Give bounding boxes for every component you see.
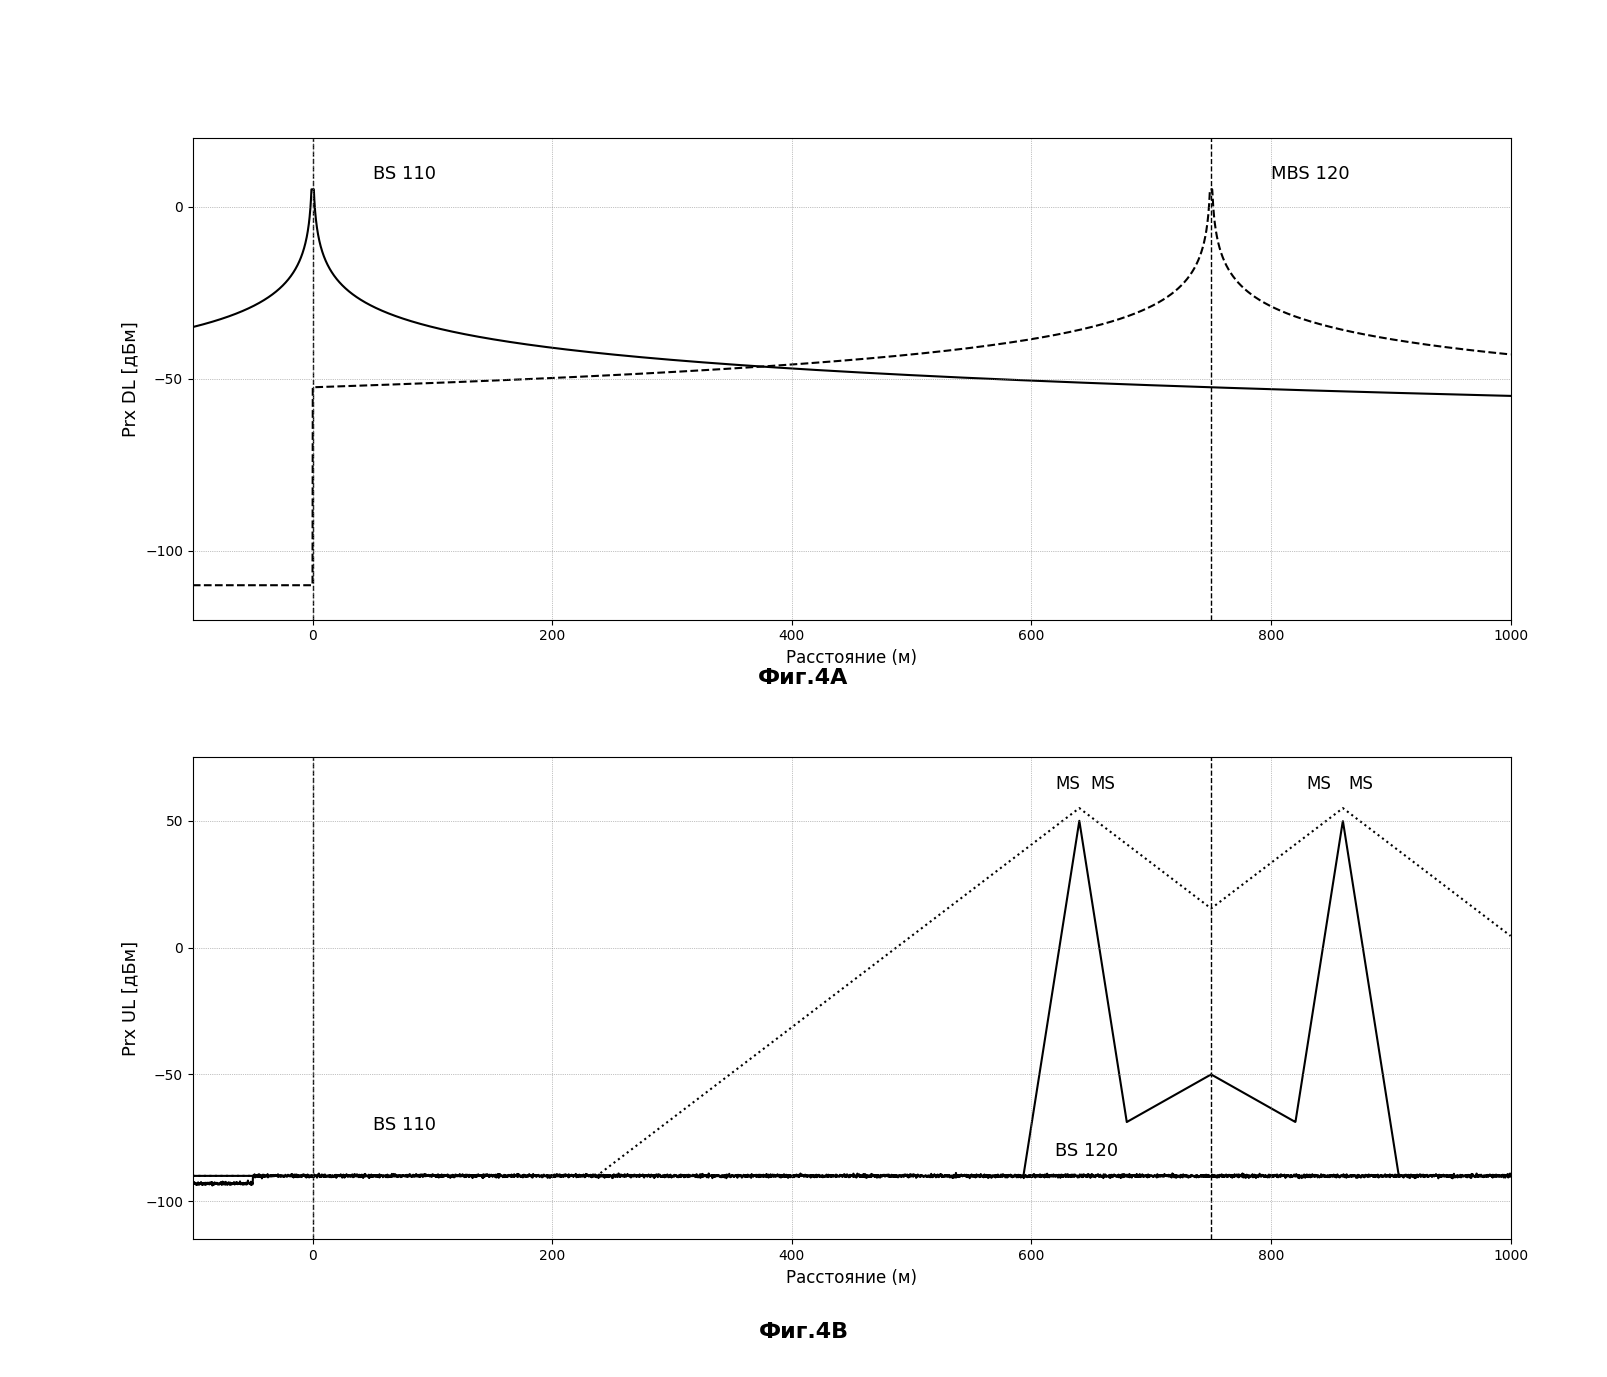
Text: MS: MS — [1348, 775, 1374, 793]
Text: MBS 120: MBS 120 — [1271, 165, 1350, 183]
Text: BS 120: BS 120 — [1056, 1142, 1118, 1159]
X-axis label: Расстояние (м): Расстояние (м) — [786, 649, 918, 666]
Text: MS: MS — [1054, 775, 1080, 793]
Text: MS: MS — [1091, 775, 1115, 793]
X-axis label: Расстояние (м): Расстояние (м) — [786, 1268, 918, 1286]
Y-axis label: Prx DL [дБм]: Prx DL [дБм] — [122, 321, 140, 437]
Text: Фиг.4А: Фиг.4А — [759, 668, 848, 688]
Text: Фиг.4В: Фиг.4В — [759, 1322, 848, 1343]
Text: MS: MS — [1306, 775, 1331, 793]
Y-axis label: Prx UL [дБм]: Prx UL [дБм] — [122, 940, 140, 1056]
Text: BS 110: BS 110 — [373, 165, 435, 183]
Text: BS 110: BS 110 — [373, 1117, 435, 1135]
